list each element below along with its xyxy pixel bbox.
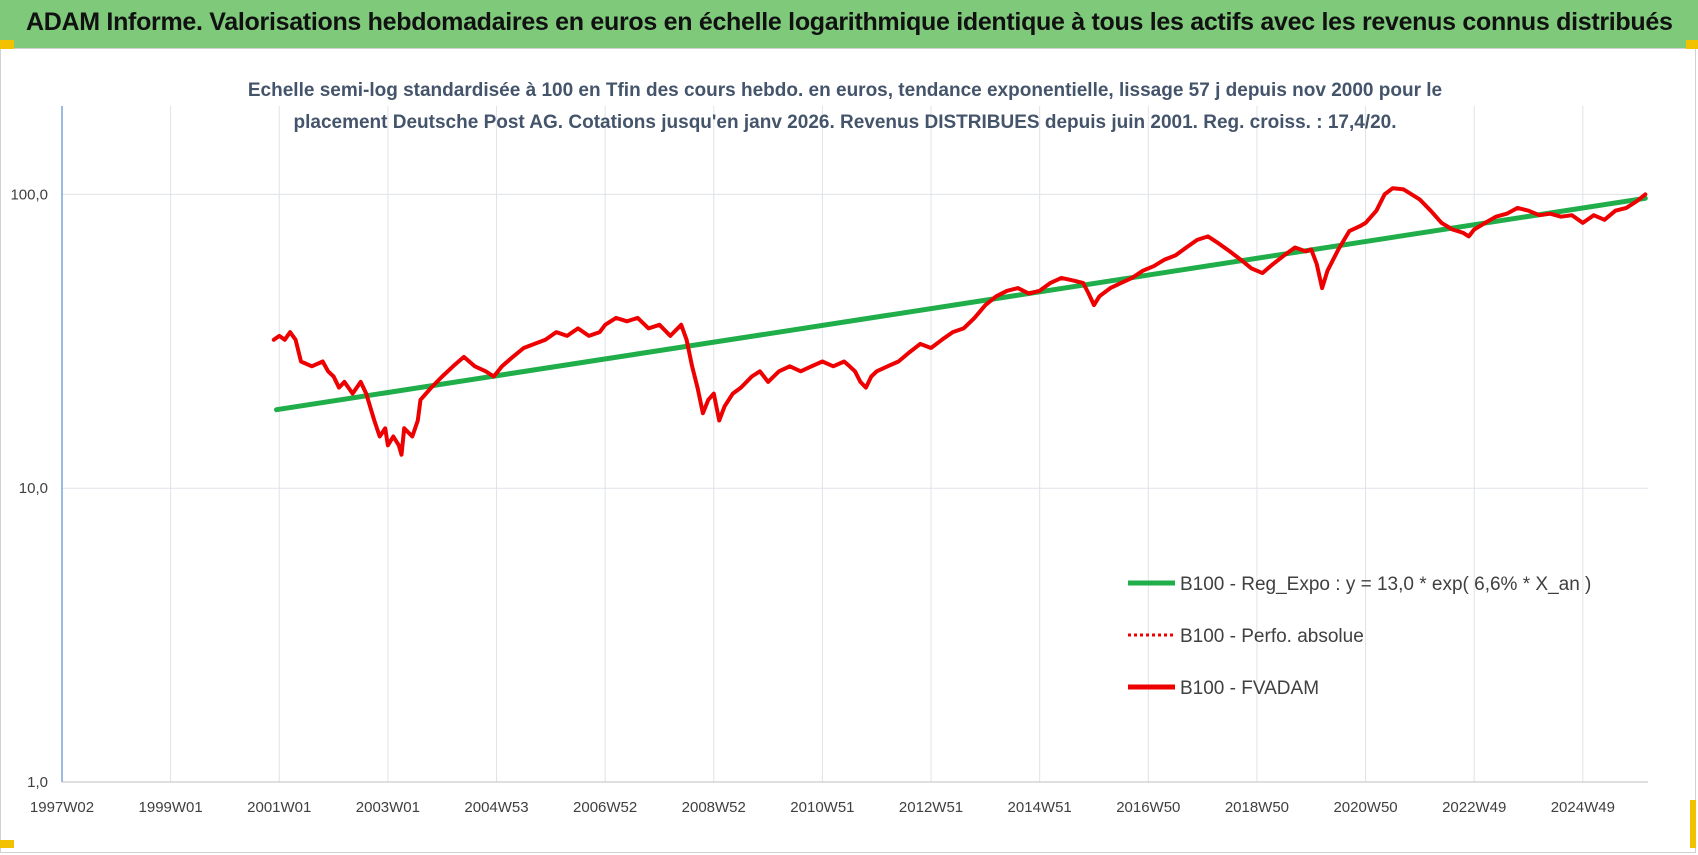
x-tick-label: 2006W52: [573, 799, 637, 816]
x-tick-label: 2024W49: [1551, 799, 1615, 816]
x-tick-label: 2020W50: [1333, 799, 1397, 816]
reg-expo-line: [274, 195, 1648, 413]
chart-title-line-1: Echelle semi-log standardisée à 100 en T…: [248, 80, 1442, 101]
x-tick-label: 2016W50: [1116, 799, 1180, 816]
y-tick-label: 1,0: [27, 774, 48, 791]
x-tick-label: 2012W51: [899, 799, 963, 816]
x-tick-label: 2010W51: [790, 799, 854, 816]
x-tick-label: 2001W01: [247, 799, 311, 816]
legend-label-reg-expo: B100 - Reg_Expo : y = 13,0 * exp( 6,6% *…: [1180, 574, 1591, 595]
banner-title: ADAM Informe. Valorisations hebdomadaire…: [26, 8, 1673, 36]
legend-label-fvadam: B100 - FVADAM: [1180, 678, 1319, 699]
y-tick-label: 100,0: [10, 186, 48, 203]
legend: B100 - Reg_Expo : y = 13,0 * exp( 6,6% *…: [1128, 574, 1591, 699]
x-tick-label: 1997W02: [30, 799, 94, 816]
corner-marker-top-left: [0, 40, 14, 49]
corner-marker-bottom-left: [0, 840, 14, 848]
grid: [61, 106, 1648, 783]
corner-marker-top-right: [1686, 40, 1698, 49]
x-tick-label: 2022W49: [1442, 799, 1506, 816]
x-tick-label: 2014W51: [1008, 799, 1072, 816]
x-tick-label: 2003W01: [356, 799, 420, 816]
chart-frame: [0, 48, 1696, 853]
x-tick-label: 2004W53: [464, 799, 528, 816]
legend-label-perfo: B100 - Perfo. absolue: [1180, 626, 1364, 647]
tick-labels: 1997W02 1999W01 2001W01 2003W01 2004W53 2006W…: [10, 186, 1614, 816]
y-tick-label: 10,0: [19, 480, 48, 497]
x-tick-label: 2008W52: [682, 799, 746, 816]
x-tick-label: 1999W01: [139, 799, 203, 816]
x-tick-label: 2018W50: [1225, 799, 1289, 816]
title-banner: ADAM Informe. Valorisations hebdomadaire…: [0, 0, 1698, 48]
fvadam-line: [271, 186, 1648, 457]
chart-title-line-2: placement Deutsche Post AG. Cotations ju…: [294, 112, 1397, 133]
series: [271, 186, 1648, 457]
corner-marker-bottom-right: [1690, 800, 1696, 848]
